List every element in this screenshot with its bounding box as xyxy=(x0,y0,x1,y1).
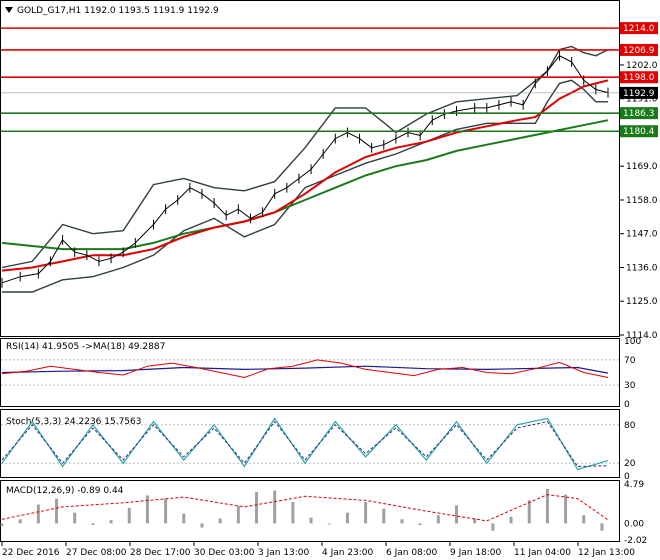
x-tick-label-9: 12 Jan 13:00 xyxy=(578,548,635,558)
macd-hist-bar-26 xyxy=(473,518,477,524)
macd-hist-bar-12 xyxy=(218,518,222,524)
ma-green-line xyxy=(1,119,609,251)
main-price-chart: 1214.0 1202.0 1191.0 1180.4 1169.0 1158.0 1147… xyxy=(1,22,658,341)
level-badge-label-1: 1206.9 xyxy=(623,46,655,56)
macd-hist-bar-9 xyxy=(164,498,168,524)
macd-hist-bar-32 xyxy=(582,515,586,524)
macd-signal-line xyxy=(1,494,609,522)
macd-tick-label-2: -2.02 xyxy=(624,536,647,546)
level-badge-label-0: 1214.0 xyxy=(623,24,655,34)
stoch-main-line xyxy=(1,417,609,471)
rsi-line xyxy=(1,359,609,379)
macd-tick-label-0: 4.79 xyxy=(624,480,644,490)
x-tick-label-5: 4 Jan 23:00 xyxy=(322,548,374,558)
macd-hist-bar-20 xyxy=(364,502,368,524)
macd-tick-label-1: 0.00 xyxy=(624,519,644,529)
rsi-title: RSI(14) 41.9505 ->MA(18) 49.2887 xyxy=(6,342,165,352)
macd-hist-bar-7 xyxy=(127,507,131,524)
level-badge-1 xyxy=(620,43,658,56)
y-tick-label-5: 1158.0 xyxy=(626,196,658,206)
macd-hist-bar-16 xyxy=(291,502,295,524)
stoch-tick-label-1: 20 xyxy=(624,459,636,469)
macd-hist-bar-22 xyxy=(400,519,404,524)
y-tick-label-8: 1125.0 xyxy=(626,297,658,307)
macd-hist-bar-13 xyxy=(236,506,240,524)
rsi-tick-label-3: 0 xyxy=(624,400,630,410)
macd-hist-bar-0 xyxy=(0,523,4,526)
macd-hist-bar-19 xyxy=(345,512,349,524)
macd-title: MACD(12,26,9) -0.89 0.44 xyxy=(6,486,124,496)
macd-hist-bar-30 xyxy=(545,488,549,524)
macd-hist-bar-24 xyxy=(436,515,440,524)
bollinger-upper-line xyxy=(1,45,609,269)
x-tick-label-1: 27 Dec 08:00 xyxy=(66,548,127,558)
level-badge-label-4: 1180.4 xyxy=(623,127,655,137)
stoch-tick-label-2: 0 xyxy=(624,472,630,482)
stoch-signal-line xyxy=(1,420,609,467)
rsi-ma-line xyxy=(1,365,609,374)
rsi-tick-label-2: 30 xyxy=(624,381,636,391)
level-badge-0 xyxy=(620,22,658,35)
x-tick-label-0: 22 Dec 2016 xyxy=(2,548,60,558)
macd-hist-bar-5 xyxy=(91,523,95,526)
macd-hist-bar-29 xyxy=(527,500,531,524)
macd-hist-bar-3 xyxy=(55,498,59,524)
macd-hist-bar-21 xyxy=(382,508,386,524)
macd-hist-bar-1 xyxy=(18,519,22,524)
y-tick-label-6: 1147.0 xyxy=(626,230,658,240)
symbol-header: GOLD_G17,H1 1192.0 1193.5 1191.9 1192.9 xyxy=(17,6,219,16)
y-tick-label-1: 1202.0 xyxy=(626,61,658,71)
x-tick-label-8: 11 Jan 04:00 xyxy=(514,548,571,558)
current-price-badge xyxy=(620,86,658,99)
macd-hist-bar-8 xyxy=(145,495,149,524)
macd-hist-bar-11 xyxy=(200,523,204,528)
main-panel-frame xyxy=(0,0,620,337)
x-tick-label-3: 30 Dec 03:00 xyxy=(194,548,255,558)
x-tick-label-2: 28 Dec 17:00 xyxy=(130,548,191,558)
macd-hist-bar-23 xyxy=(418,523,422,526)
macd-hist-bar-28 xyxy=(509,516,513,524)
y-tick-label-2: 1191.0 xyxy=(626,95,658,105)
x-tick-label-7: 9 Jan 18:00 xyxy=(450,548,502,558)
y-tick-label-4: 1169.0 xyxy=(626,162,658,172)
macd-hist-bar-14 xyxy=(255,492,259,524)
x-tick-label-6: 6 Jan 08:00 xyxy=(386,548,438,558)
level-badge-4 xyxy=(620,125,658,138)
level-badge-2 xyxy=(620,71,658,84)
macd-indicator: MACD(12,26,9) -0.89 0.44 4.79 0.00 -2.02 xyxy=(0,480,647,546)
x-tick-label-4: 3 Jan 13:00 xyxy=(258,548,310,558)
level-badge-3 xyxy=(620,107,658,120)
macd-hist-bar-27 xyxy=(491,523,495,531)
level-badge-label-2: 1198.0 xyxy=(623,73,655,83)
y-tick-label-9: 1114.0 xyxy=(626,331,658,341)
macd-hist-bar-4 xyxy=(73,512,77,524)
rsi-indicator: RSI(14) 41.9505 ->MA(18) 49.2887 100 70 30 0 xyxy=(1,337,641,410)
stoch-tick-label-0: 80 xyxy=(624,421,636,431)
macd-hist-bar-2 xyxy=(36,504,40,524)
stoch-title: Stoch(5,3,3) 24.2236 15.7563 xyxy=(6,417,141,427)
y-tick-label-7: 1136.0 xyxy=(626,263,658,273)
collapse-triangle-icon[interactable] xyxy=(5,7,13,13)
macd-hist-bar-10 xyxy=(182,513,186,524)
macd-hist-bar-17 xyxy=(309,517,313,524)
current-price-label: 1192.9 xyxy=(623,89,655,99)
macd-hist-bar-31 xyxy=(564,494,568,524)
macd-hist-bar-15 xyxy=(273,490,277,524)
macd-hist-bar-25 xyxy=(455,505,458,524)
stochastic-indicator: Stoch(5,3,3) 24.2236 15.7563 80 20 0 xyxy=(1,417,636,482)
macd-hist-bar-18 xyxy=(327,523,331,525)
bollinger-lower-line xyxy=(2,79,608,293)
rsi-tick-label-1: 70 xyxy=(624,356,636,366)
macd-panel-frame xyxy=(0,480,620,542)
macd-hist-bar-6 xyxy=(109,520,113,524)
stoch-panel-frame xyxy=(0,409,620,478)
macd-hist-bar-33 xyxy=(600,523,604,531)
rsi-tick-label-0: 100 xyxy=(624,337,641,347)
time-axis: 22 Dec 2016 27 Dec 08:00 28 Dec 17:00 30 De… xyxy=(1,542,635,558)
level-badge-label-3: 1186.3 xyxy=(623,109,655,119)
